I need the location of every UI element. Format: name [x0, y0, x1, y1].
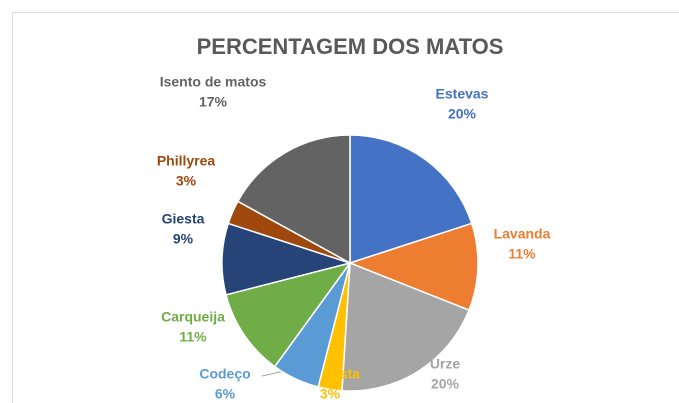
- slice-label: Lavanda: [494, 226, 551, 242]
- slice-label: Estevas: [436, 86, 489, 102]
- slice-value: 17%: [199, 94, 228, 110]
- slice-value: 6%: [215, 386, 236, 402]
- slice-label: Urze: [430, 356, 461, 372]
- slice-value: 11%: [508, 246, 536, 262]
- pie-slice: [341, 261, 470, 392]
- pie-slice: [225, 261, 352, 368]
- slice-value: 20%: [448, 106, 477, 122]
- pie-slice: [236, 134, 351, 265]
- slice-label: Phillyrea: [157, 153, 216, 169]
- leader-line: [261, 370, 285, 377]
- slice-label: Carqueija: [161, 309, 225, 325]
- slice-label: Codeço: [199, 366, 250, 382]
- slice-value: 11%: [179, 329, 207, 345]
- pie-slice: [347, 222, 479, 312]
- pie-slice: [349, 134, 473, 265]
- chart-frame: [12, 12, 679, 403]
- chart-title: PERCENTAGEM DOS MATOS: [197, 34, 504, 59]
- slice-value: 20%: [431, 376, 460, 392]
- slice-value: 9%: [173, 231, 194, 247]
- slice-value: 3%: [320, 386, 341, 402]
- slice-label: Isento de matos: [160, 74, 267, 90]
- slice-value: 3%: [176, 173, 197, 189]
- slice-label: Giesta: [162, 211, 205, 227]
